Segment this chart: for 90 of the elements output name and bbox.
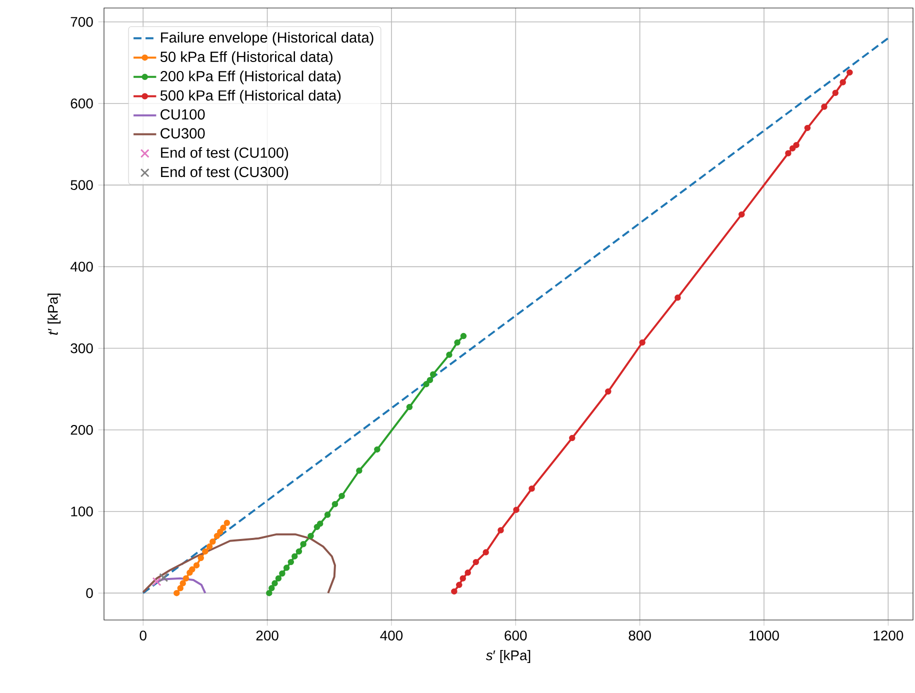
y-axis-title: t′ [kPa] <box>48 294 61 335</box>
y-tick-label: 300 <box>70 343 93 354</box>
point <box>202 548 208 555</box>
point <box>456 582 462 588</box>
point <box>324 512 331 518</box>
point <box>174 590 180 596</box>
point <box>332 501 338 508</box>
point <box>189 566 196 573</box>
point <box>451 588 458 595</box>
point <box>446 352 452 358</box>
point <box>821 104 828 110</box>
point <box>283 564 290 571</box>
x-tick-label: 1200 <box>874 630 904 640</box>
point <box>454 339 460 346</box>
legend-label: 500 kPa Eff (Historical data) <box>160 90 341 104</box>
point <box>279 570 286 577</box>
point <box>804 124 811 132</box>
point <box>569 434 576 442</box>
point <box>430 371 436 378</box>
point <box>198 554 204 562</box>
point <box>674 294 681 301</box>
point <box>152 577 162 586</box>
x-tick-label: 600 <box>504 630 527 640</box>
point <box>314 524 320 530</box>
point <box>182 575 190 582</box>
legend-label: End of test (CU300) <box>161 166 288 180</box>
y-tick-label: 700 <box>70 16 93 27</box>
legend-label: End of test (CU100) <box>161 147 288 161</box>
point <box>472 558 480 566</box>
point <box>300 540 306 548</box>
line-series <box>156 577 206 594</box>
point <box>406 404 413 410</box>
legend-label: Failure envelope (Historical data) <box>161 32 374 46</box>
legend-label: CU100 <box>160 109 205 120</box>
x-tick-label: 400 <box>380 630 403 640</box>
point <box>266 590 272 596</box>
y-tick-label: 500 <box>70 180 93 190</box>
point <box>338 492 345 500</box>
point <box>464 570 471 576</box>
line-series <box>142 533 336 594</box>
point <box>206 543 213 550</box>
point <box>288 558 294 566</box>
point <box>513 506 520 513</box>
point <box>180 580 186 586</box>
point <box>177 585 184 592</box>
y-tick-label: 600 <box>70 98 93 108</box>
point <box>268 585 275 592</box>
point <box>374 446 380 453</box>
point <box>291 553 298 560</box>
point <box>605 388 612 395</box>
point <box>210 538 216 545</box>
y-tick-label: 400 <box>70 262 93 272</box>
point <box>528 485 535 492</box>
x-axis-title: s′ [kPa] <box>486 650 530 664</box>
point <box>272 580 278 586</box>
point <box>482 549 489 556</box>
point <box>296 548 302 555</box>
point <box>789 145 796 152</box>
point <box>193 562 200 568</box>
point <box>216 528 224 535</box>
point <box>316 520 324 527</box>
y-tick-label: 0 <box>86 588 93 598</box>
point <box>785 150 792 156</box>
point <box>275 575 282 582</box>
point <box>738 211 745 218</box>
x-tick-label: 1000 <box>750 630 779 640</box>
point <box>224 520 230 526</box>
point <box>460 575 466 582</box>
point <box>220 524 226 531</box>
point <box>498 527 504 534</box>
point <box>159 573 168 582</box>
point <box>639 339 646 346</box>
point <box>356 468 362 474</box>
point <box>426 376 434 384</box>
point <box>423 381 430 388</box>
point <box>214 532 220 540</box>
point <box>840 79 846 86</box>
x-tick-label: 0 <box>140 630 146 640</box>
legend-label: 50 kPa Eff (Historical data) <box>160 51 332 65</box>
x-tick-label: 800 <box>628 630 651 640</box>
point <box>793 142 800 148</box>
legend-label: CU300 <box>160 128 205 139</box>
y-tick-label: 200 <box>70 424 93 435</box>
point <box>460 332 467 340</box>
point <box>832 90 839 96</box>
x-tick-label: 200 <box>256 630 278 640</box>
legend-label: 200 kPa Eff (Historical data) <box>160 70 341 84</box>
y-tick-label: 100 <box>71 506 93 516</box>
point <box>846 69 853 76</box>
point <box>308 532 314 540</box>
